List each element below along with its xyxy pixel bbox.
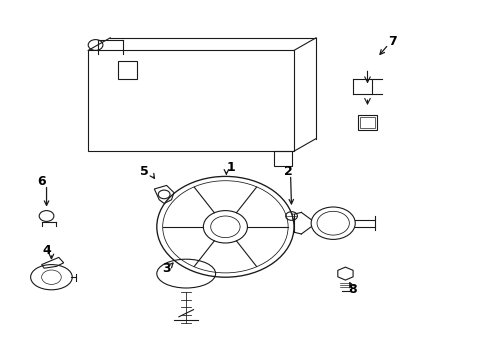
Text: 1: 1 — [227, 161, 236, 174]
Text: 6: 6 — [37, 175, 46, 188]
Text: 5: 5 — [140, 165, 149, 177]
Text: 2: 2 — [284, 165, 293, 177]
Text: 3: 3 — [162, 262, 171, 275]
Text: 7: 7 — [388, 35, 396, 48]
Text: 8: 8 — [348, 283, 357, 296]
Text: 4: 4 — [42, 244, 51, 257]
